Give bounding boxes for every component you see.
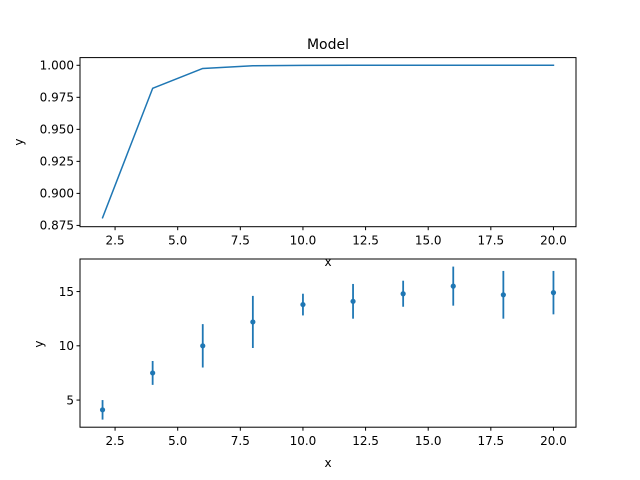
- x-tick-label: 12.5: [352, 234, 379, 248]
- bottom-y-ticks: 5 10 15: [59, 285, 80, 407]
- x-tick-label: 12.5: [352, 434, 379, 448]
- data-point: [250, 319, 256, 325]
- x-tick-label: 17.5: [477, 234, 504, 248]
- x-tick-label: 20.0: [540, 434, 567, 448]
- y-tick-label: 0.875: [40, 219, 74, 233]
- x-tick-label: 20.0: [540, 234, 567, 248]
- x-tick-label: 15.0: [415, 434, 442, 448]
- x-tick-label: 10.0: [290, 434, 317, 448]
- top-title: Model: [307, 37, 349, 53]
- x-tick-label: 7.5: [231, 234, 250, 248]
- data-point: [400, 291, 406, 297]
- y-tick-label: 1.000: [40, 59, 74, 73]
- top-xlabel: x: [324, 255, 331, 269]
- y-tick-label: 10: [59, 339, 74, 353]
- bottom-axes-frame: [79, 258, 577, 428]
- data-point: [450, 283, 456, 289]
- x-tick-label: 2.5: [106, 434, 125, 448]
- bottom-xlabel: x: [324, 456, 331, 470]
- y-tick-label: 0.900: [40, 187, 74, 201]
- bottom-ylabel: y: [32, 340, 46, 347]
- y-tick-label: 0.950: [40, 123, 74, 137]
- x-tick-label: 5.0: [168, 234, 187, 248]
- data-point: [550, 290, 557, 296]
- data-point: [200, 343, 206, 349]
- model-line: [101, 64, 555, 219]
- x-tick-label: 17.5: [477, 434, 504, 448]
- x-tick-label: 15.0: [415, 234, 442, 248]
- data-point: [500, 292, 506, 298]
- data-point: [150, 370, 156, 376]
- bottom-axes: x y 5 10 15 2.5 5.0 7.5 10.0 12.5 15.0 17.5 20.0: [32, 258, 577, 470]
- y-tick-label: 0.925: [40, 155, 74, 169]
- top-axes: Model x y 0.875 0.900 0.925 0.950 0.975 1.000…: [12, 37, 577, 269]
- x-tick-label: 7.5: [231, 434, 250, 448]
- x-tick-label: 5.0: [168, 434, 187, 448]
- y-tick-label: 0.975: [40, 91, 74, 105]
- top-ylabel: y: [12, 138, 26, 145]
- x-tick-label: 10.0: [290, 234, 317, 248]
- y-tick-label: 5: [66, 393, 74, 407]
- top-plot-area: [101, 64, 555, 219]
- data-point: [99, 407, 106, 413]
- top-x-ticks: 2.5 5.0 7.5 10.0 12.5 15.0 17.5 20.0: [106, 226, 567, 248]
- bottom-x-ticks: 2.5 5.0 7.5 10.0 12.5 15.0 17.5 20.0: [106, 427, 567, 448]
- x-tick-label: 2.5: [106, 234, 125, 248]
- top-axes-frame: [79, 57, 577, 228]
- top-y-ticks: 0.875 0.900 0.925 0.950 0.975 1.000: [40, 59, 80, 233]
- data-point: [350, 298, 356, 304]
- y-tick-label: 15: [59, 285, 74, 299]
- bottom-plot-area: [99, 266, 557, 420]
- data-point: [300, 301, 306, 308]
